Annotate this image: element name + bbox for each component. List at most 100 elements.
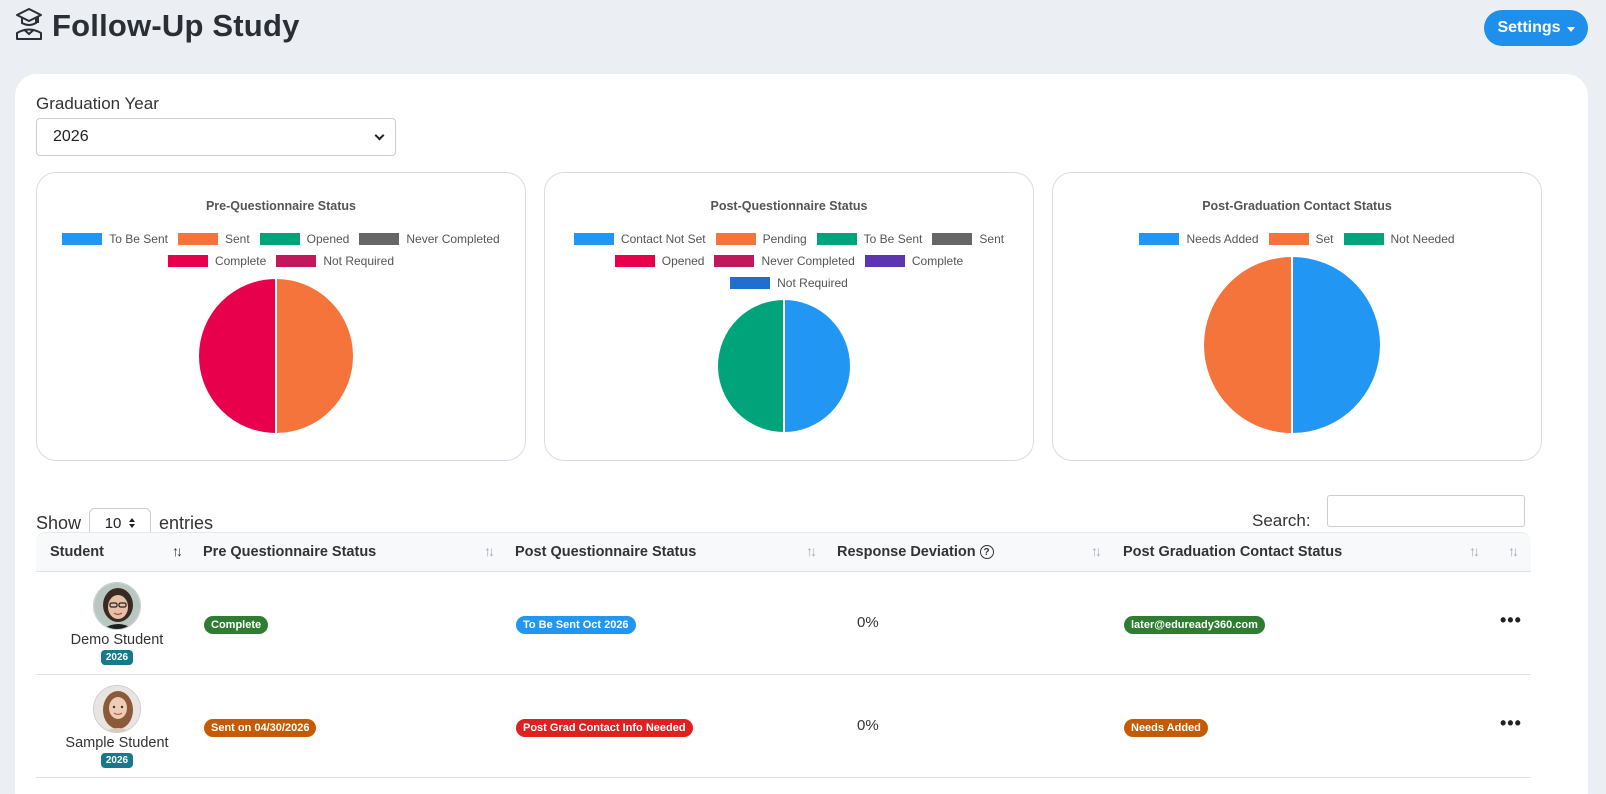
legend-swatch bbox=[614, 254, 655, 267]
student-cell: Sample Student 2026 bbox=[36, 675, 198, 777]
legend-swatch bbox=[167, 254, 208, 267]
legend-label: Complete bbox=[214, 253, 267, 268]
column-label: Student bbox=[50, 544, 104, 560]
legend-swatch bbox=[816, 232, 857, 245]
legend-swatch bbox=[1268, 232, 1309, 245]
main-card: Graduation Year 2026 Pre-Questionnaire S… bbox=[15, 74, 1588, 794]
post-graduation-contact-chart: Post-Graduation Contact Status Needs Add… bbox=[1052, 172, 1542, 461]
legend-label: Contact Not Set bbox=[620, 231, 706, 246]
search-input[interactable] bbox=[1327, 495, 1525, 527]
help-icon[interactable]: ? bbox=[979, 545, 994, 559]
entries-label: entries bbox=[159, 512, 214, 533]
legend-label: Opened bbox=[661, 253, 705, 268]
legend-label: Set bbox=[1315, 231, 1334, 246]
legend-swatch bbox=[715, 232, 756, 245]
pie-slice-contact-not-set[interactable] bbox=[783, 297, 852, 435]
student-name[interactable]: Demo Student bbox=[70, 631, 164, 648]
legend-item[interactable]: To Be Sent bbox=[62, 230, 168, 247]
column-label: Post Questionnaire Status bbox=[515, 544, 697, 560]
settings-button-label: Settings bbox=[1497, 19, 1561, 36]
page-title: Follow-Up Study bbox=[14, 6, 300, 45]
column-label: Pre Questionnaire Status bbox=[203, 544, 377, 560]
column-header-response-deviation[interactable]: Response Deviation? bbox=[837, 544, 994, 560]
legend-item[interactable]: Complete bbox=[864, 252, 963, 269]
chart-legend: Contact Not Set Pending To Be Sent Sent Open… bbox=[557, 230, 1021, 291]
response-deviation-value: 0% bbox=[857, 717, 879, 734]
legend-item[interactable]: Pending bbox=[715, 230, 807, 247]
sort-icon[interactable]: ↑↓ bbox=[806, 543, 817, 559]
legend-item[interactable]: Contact Not Set bbox=[573, 230, 706, 247]
legend-label: To Be Sent bbox=[109, 231, 168, 246]
legend-item[interactable]: Opened bbox=[259, 230, 349, 247]
table-row: Demo Student 2026 Complete To Be Sent Oc… bbox=[36, 572, 1531, 675]
pre-questionnaire-chart: Pre-Questionnaire Status To Be Sent Sent O… bbox=[36, 172, 526, 461]
chevron-down-icon bbox=[374, 130, 385, 140]
pie-slice-sent[interactable] bbox=[275, 276, 355, 436]
legend-item[interactable]: Sent bbox=[177, 230, 250, 247]
legend-item[interactable]: To Be Sent bbox=[816, 230, 923, 247]
table-header: Student ↑↓ Pre Questionnaire Status ↑↓ P… bbox=[36, 532, 1531, 572]
legend-item[interactable]: Opened bbox=[614, 252, 705, 269]
grad-year-value: 2026 bbox=[53, 128, 89, 145]
column-label: Post Graduation Contact Status bbox=[1123, 544, 1343, 560]
more-actions-icon[interactable]: ••• bbox=[1500, 610, 1522, 630]
pie-slice-needs-added[interactable] bbox=[1291, 254, 1382, 436]
column-header-student[interactable]: Student bbox=[50, 544, 104, 560]
legend-label: Sent bbox=[224, 231, 250, 246]
legend-item[interactable]: Sent bbox=[932, 230, 1004, 247]
legend-swatch bbox=[259, 232, 300, 245]
pie-slice-set[interactable] bbox=[1202, 254, 1293, 436]
student-cell: Demo Student 2026 bbox=[36, 572, 198, 674]
legend-swatch bbox=[714, 254, 755, 267]
page-length-value: 10 bbox=[104, 514, 122, 532]
avatar[interactable] bbox=[93, 581, 141, 630]
column-header-post-questionnaire[interactable]: Post Questionnaire Status bbox=[515, 544, 696, 560]
legend-item[interactable]: Never Completed bbox=[714, 252, 855, 269]
pre-status-badge: Complete bbox=[204, 616, 269, 634]
legend-item[interactable]: Needs Added bbox=[1139, 230, 1259, 247]
pie-slice-complete[interactable] bbox=[197, 276, 277, 436]
chart-legend: Needs Added Set Not Needed bbox=[1065, 230, 1529, 247]
post-questionnaire-chart: Post-Questionnaire Status Contact Not Se… bbox=[544, 172, 1034, 461]
sort-icon[interactable]: ↑↓ bbox=[1469, 543, 1480, 559]
legend-label: Not Required bbox=[777, 275, 848, 290]
chart-title: Pre-Questionnaire Status bbox=[205, 199, 357, 213]
pie-chart bbox=[716, 297, 852, 435]
chart-title: Post-Graduation Contact Status bbox=[1202, 199, 1392, 213]
pie-chart bbox=[1202, 254, 1382, 436]
show-label: Show bbox=[36, 512, 82, 533]
graduation-cap-icon bbox=[14, 6, 44, 45]
search-label: Search: bbox=[1252, 511, 1311, 530]
pre-status-badge: Sent on 04/30/2026 bbox=[204, 719, 317, 737]
legend-item[interactable]: Not Required bbox=[276, 252, 394, 269]
legend-swatch bbox=[1139, 232, 1180, 245]
legend-item[interactable]: Not Needed bbox=[1343, 230, 1455, 247]
legend-item[interactable]: Never Completed bbox=[359, 230, 500, 247]
sort-icon[interactable]: ↑↓ bbox=[1091, 543, 1102, 559]
column-header-post-graduation-contact[interactable]: Post Graduation Contact Status bbox=[1123, 544, 1342, 560]
pie-slice-to-be-sent[interactable] bbox=[716, 297, 785, 435]
year-badge: 2026 bbox=[100, 649, 134, 665]
sort-icon[interactable]: ↑↓ bbox=[1508, 543, 1519, 559]
column-header-pre-questionnaire[interactable]: Pre Questionnaire Status bbox=[203, 544, 376, 560]
legend-item[interactable]: Not Required bbox=[730, 274, 848, 291]
more-actions-icon[interactable]: ••• bbox=[1500, 713, 1522, 733]
grad-year-select[interactable]: 2026 bbox=[36, 118, 396, 156]
legend-item[interactable]: Complete bbox=[167, 252, 267, 269]
sort-icon[interactable]: ↑↓ bbox=[172, 543, 183, 559]
legend-label: Needs Added bbox=[1186, 231, 1259, 246]
legend-label: Pending bbox=[762, 231, 807, 246]
pie-chart bbox=[197, 276, 355, 436]
table-row: Sample Student 2026 Sent on 04/30/2026 P… bbox=[36, 675, 1531, 778]
legend-swatch bbox=[276, 254, 317, 267]
caret-down-icon bbox=[1566, 26, 1575, 32]
student-name[interactable]: Sample Student bbox=[65, 734, 169, 751]
page-title-text: Follow-Up Study bbox=[52, 7, 300, 43]
year-badge: 2026 bbox=[100, 752, 134, 768]
legend-item[interactable]: Set bbox=[1268, 230, 1334, 247]
legend-label: To Be Sent bbox=[863, 231, 923, 246]
legend-swatch bbox=[1343, 232, 1384, 245]
avatar[interactable] bbox=[93, 684, 141, 733]
settings-button[interactable]: Settings bbox=[1484, 10, 1588, 46]
sort-icon[interactable]: ↑↓ bbox=[484, 543, 495, 559]
